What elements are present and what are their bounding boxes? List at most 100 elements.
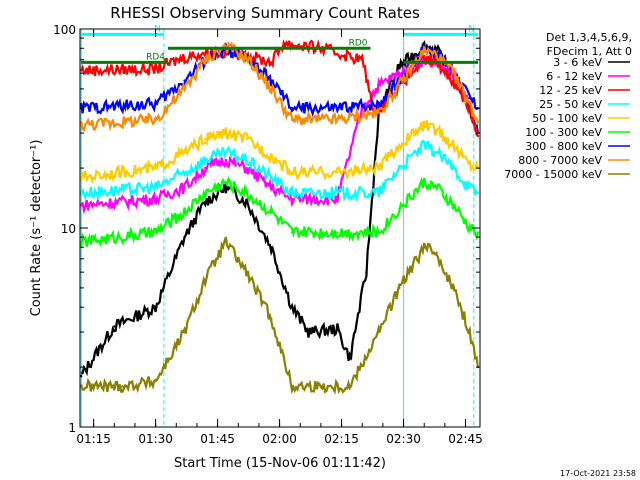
data-point-12-25-kev-16 <box>476 134 480 138</box>
data-point-100-300-kev-6 <box>270 211 273 214</box>
data-point-100-300-kev-14 <box>468 226 471 230</box>
data-point-50-100-kev-11 <box>423 123 426 127</box>
data-point-6-12-kev-8 <box>336 197 339 201</box>
data-point-6-12-kev-0 <box>80 204 83 207</box>
data-point-800-7000-kev-14 <box>468 102 471 106</box>
data-point-50-100-kev-6 <box>270 154 273 158</box>
data-point-7000-15000-kev-7 <box>270 317 273 320</box>
chart-title: RHESSI Observing Summary Count Rates <box>110 4 420 22</box>
data-point-12-25-kev-6 <box>270 61 273 64</box>
data-point-800-7000-kev-9 <box>377 111 380 114</box>
legend-header-line-1: FDecim 1, Att 0 <box>547 45 632 58</box>
data-point-50-100-kev-9 <box>377 166 380 170</box>
data-point-7000-15000-kev-1 <box>121 385 124 388</box>
x-tick-label-1: 01:30 <box>138 432 173 446</box>
legend-label-3: 25 - 50 keV <box>539 98 602 111</box>
x-tick-label-3: 02:00 <box>262 432 297 446</box>
data-point-6-12-kev-14 <box>451 74 455 78</box>
data-point-800-7000-kev-4 <box>224 44 228 48</box>
data-point-12-25-kev-7 <box>282 41 285 45</box>
series-25-50-kev <box>80 139 480 203</box>
data-point-800-7000-kev-15 <box>476 121 480 124</box>
data-point-50-100-kev-1 <box>154 166 157 170</box>
data-point-3-6-kev-4 <box>204 200 207 204</box>
data-point-7000-15000-kev-2 <box>154 379 157 383</box>
data-point-7000-15000-kev-5 <box>224 240 228 244</box>
data-point-7000-15000-kev-15 <box>451 286 455 290</box>
data-point-6-12-kev-2 <box>183 186 186 189</box>
data-point-6-12-kev-10 <box>377 84 380 87</box>
data-point-50-100-kev-5 <box>245 137 248 141</box>
data-point-3-6-kev-12 <box>365 270 368 274</box>
data-point-100-300-kev-1 <box>154 231 157 234</box>
data-point-25-50-kev-4 <box>224 151 228 154</box>
data-point-100-300-kev-13 <box>451 204 455 207</box>
data-point-6-12-kev-11 <box>398 71 401 75</box>
legend-header-line-0: Det 1,3,4,5,6,9, <box>546 31 632 44</box>
data-point-25-50-kev-14 <box>468 186 471 189</box>
data-point-25-50-kev-15 <box>476 191 480 195</box>
data-point-25-50-kev-3 <box>204 158 207 162</box>
data-point-25-50-kev-6 <box>270 176 273 179</box>
data-point-100-300-kev-9 <box>377 231 380 234</box>
data-point-100-300-kev-5 <box>245 191 248 195</box>
data-point-25-50-kev-5 <box>245 158 248 162</box>
data-point-25-50-kev-9 <box>377 191 380 195</box>
legend-label-2: 12 - 25 keV <box>539 84 602 97</box>
data-point-7000-15000-kev-11 <box>377 330 380 334</box>
data-point-50-100-kev-14 <box>468 162 471 166</box>
x-tick-label-0: 01:15 <box>76 432 111 446</box>
data-point-25-50-kev-2 <box>183 171 186 174</box>
timestamp: 17-Oct-2021 23:58 <box>560 469 636 478</box>
data-point-12-25-kev-14 <box>451 79 455 82</box>
x-tick-label-5: 02:30 <box>386 432 421 446</box>
legend-label-4: 50 - 100 keV <box>532 112 602 125</box>
data-point-3-6-kev-11 <box>348 357 352 361</box>
data-point-3-6-kev-1 <box>113 325 116 328</box>
data-point-3-6-kev-7 <box>270 246 273 249</box>
data-point-300-800-kev-6 <box>270 79 273 82</box>
data-point-3-6-kev-5 <box>224 186 228 189</box>
data-point-50-100-kev-3 <box>204 137 207 141</box>
data-point-100-300-kev-11 <box>423 180 426 184</box>
data-point-25-50-kev-12 <box>435 151 438 154</box>
series-line-3-6-kev <box>80 40 479 377</box>
data-point-50-100-kev-7 <box>290 171 294 174</box>
data-point-50-100-kev-0 <box>80 176 83 179</box>
data-point-25-50-kev-8 <box>336 191 339 195</box>
data-point-800-7000-kev-11 <box>423 49 426 52</box>
data-point-800-7000-kev-13 <box>451 71 455 75</box>
series-line-7000-15000-kev <box>80 236 479 395</box>
y-tick-label-1: 10 <box>61 222 76 236</box>
legend-label-8: 7000 - 15000 keV <box>504 168 602 181</box>
data-point-300-800-kev-1 <box>154 102 157 106</box>
data-point-100-300-kev-4 <box>224 180 228 184</box>
data-point-100-300-kev-8 <box>336 231 339 234</box>
data-point-50-100-kev-12 <box>435 129 438 132</box>
data-point-6-12-kev-6 <box>270 186 273 189</box>
data-point-3-6-kev-6 <box>245 200 248 204</box>
data-point-7000-15000-kev-13 <box>423 246 426 249</box>
data-point-12-25-kev-2 <box>183 56 186 59</box>
data-point-800-7000-kev-12 <box>435 53 438 57</box>
data-point-800-7000-kev-1 <box>154 118 157 121</box>
annotation-label-3: RD4 <box>146 52 165 62</box>
data-point-3-6-kev-2 <box>154 305 157 309</box>
legend-label-7: 800 - 7000 keV <box>518 154 602 167</box>
data-point-25-50-kev-11 <box>423 144 426 147</box>
data-point-12-25-kev-3 <box>204 51 207 54</box>
data-point-12-25-kev-9 <box>361 58 364 62</box>
data-point-6-12-kev-5 <box>245 166 248 170</box>
data-point-3-6-kev-3 <box>183 235 186 239</box>
data-point-12-25-kev-1 <box>154 67 157 71</box>
data-point-100-300-kev-7 <box>290 231 294 234</box>
data-point-12-25-kev-12 <box>423 58 426 62</box>
data-point-100-300-kev-10 <box>398 207 401 210</box>
data-point-800-7000-kev-6 <box>270 87 273 91</box>
data-point-100-300-kev-12 <box>435 186 438 189</box>
data-point-7000-15000-kev-12 <box>398 286 401 290</box>
data-point-25-50-kev-0 <box>80 191 83 195</box>
data-point-50-100-kev-4 <box>224 131 228 135</box>
data-point-50-100-kev-13 <box>451 144 455 147</box>
